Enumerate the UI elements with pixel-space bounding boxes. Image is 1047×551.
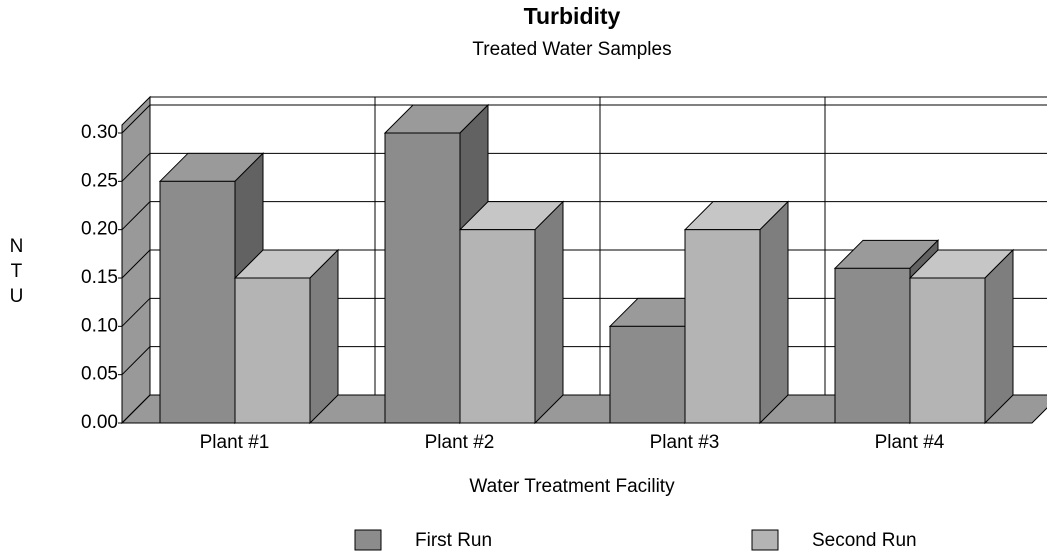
x-tick-label: Plant #2	[425, 432, 495, 453]
bar	[159, 180, 236, 424]
y-tick-label: 0.25	[81, 170, 118, 191]
y-tick-label: 0.10	[81, 315, 118, 336]
y-tick-label: 0.05	[81, 364, 118, 385]
legend-swatch	[354, 529, 382, 551]
x-tick-label: Plant #4	[875, 432, 945, 453]
chart-subtitle: Treated Water Samples	[472, 39, 671, 60]
chart-title: Turbidity	[524, 3, 621, 29]
bar	[909, 277, 986, 424]
bar	[459, 229, 536, 424]
y-tick-label: 0.30	[81, 122, 118, 143]
bar-side	[984, 248, 1014, 425]
bar	[834, 267, 911, 424]
bar	[684, 229, 761, 424]
legend-swatch	[751, 529, 779, 551]
y-axis-label: NTU	[6, 236, 27, 311]
grid-line	[121, 152, 1047, 182]
x-tick-label: Plant #1	[200, 432, 270, 453]
bar	[234, 277, 311, 424]
bar-side	[534, 200, 564, 425]
legend-label: Second Run	[812, 530, 917, 551]
bar-side	[759, 200, 789, 425]
y-tick-label: 0.15	[81, 267, 118, 288]
x-axis-label: Water Treatment Facility	[469, 476, 675, 497]
grid-line	[121, 104, 1047, 134]
bar-side	[309, 248, 339, 425]
y-tick-label: 0.20	[81, 219, 118, 240]
y-tick-label: 0.00	[81, 412, 118, 433]
left-wall	[121, 95, 151, 425]
legend-label: First Run	[415, 530, 492, 551]
x-tick-label: Plant #3	[650, 432, 720, 453]
bar	[609, 325, 686, 424]
bar	[384, 132, 461, 424]
